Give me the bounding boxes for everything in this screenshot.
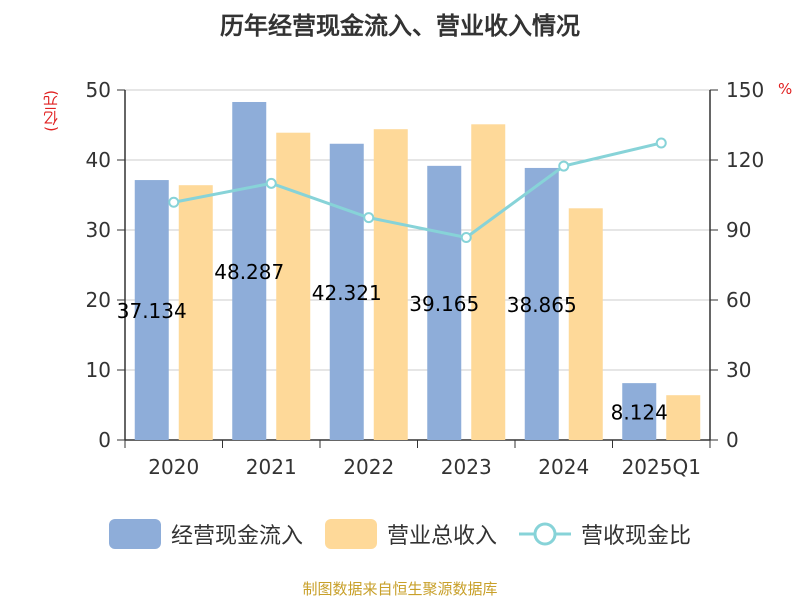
y2-tick-label: 60 <box>726 288 751 312</box>
y-tick-label: 20 <box>86 288 111 312</box>
data-label-cash-inflow: 37.134 <box>117 299 187 323</box>
chart-title: 历年经营现金流入、营业收入情况 <box>220 12 580 40</box>
bar-cash-inflow <box>427 165 462 440</box>
source-note: 制图数据来自恒生聚源数据库 <box>302 580 498 598</box>
y-tick-label: 50 <box>86 78 111 102</box>
ratio-point <box>655 137 667 149</box>
legend-swatch-revenue <box>324 519 377 549</box>
data-label-cash-inflow: 48.287 <box>214 260 284 284</box>
y-tick-label: 40 <box>86 148 111 172</box>
ratio-point <box>265 177 277 189</box>
bar-cash-inflow <box>134 180 169 440</box>
legend-item-cash-inflow[interactable]: 经营现金流入 <box>108 518 303 550</box>
legend-line-ratio-icon <box>519 522 571 546</box>
x-tick-label: 2020 <box>148 455 199 479</box>
bar-cash-inflow <box>622 383 657 440</box>
bar-revenue <box>471 124 506 441</box>
y2-tick-label: 90 <box>726 218 751 242</box>
y2-tick-label: 30 <box>726 358 751 382</box>
x-tick-label: 2025Q1 <box>622 455 701 479</box>
y2-tick-label: 0 <box>726 428 739 452</box>
ratio-point <box>168 196 180 208</box>
legend-item-revenue[interactable]: 营业总收入 <box>324 518 497 550</box>
legend-label-revenue: 营业总收入 <box>386 524 497 549</box>
ratio-point <box>363 212 375 224</box>
ratio-line <box>173 141 662 240</box>
data-label-cash-inflow: 38.865 <box>507 293 577 317</box>
y-tick-label: 0 <box>98 428 111 452</box>
legend: 经营现金流入 营业总收入 营收现金比 <box>0 518 800 550</box>
bar-cash-inflow <box>524 167 559 440</box>
bar-cash-inflow <box>232 101 267 440</box>
chart-canvas: 0 10 20 30 40 50 0 30 60 90 120 150 2020 2021 2022 2023… <box>86 78 765 479</box>
legend-item-ratio[interactable]: 营收现金比 <box>519 518 691 550</box>
y-tick-label: 10 <box>86 358 111 382</box>
x-tick-label: 2024 <box>538 455 589 479</box>
bar-revenue <box>178 185 213 440</box>
bar-revenue <box>666 395 701 440</box>
bar-revenue <box>276 132 311 440</box>
bar-revenue <box>568 208 603 440</box>
bar-revenue <box>373 129 408 440</box>
ratio-point <box>558 160 570 172</box>
legend-swatch-cash-inflow <box>108 519 161 549</box>
y-tick-label: 30 <box>86 218 111 242</box>
x-tick-label: 2022 <box>343 455 394 479</box>
x-tick-label: 2021 <box>246 455 297 479</box>
x-tick-label: 2023 <box>441 455 492 479</box>
legend-label-ratio: 营收现金比 <box>581 524 692 549</box>
legend-label-cash-inflow: 经营现金流入 <box>170 524 303 549</box>
y2-tick-label: 150 <box>726 78 764 102</box>
ratio-point <box>460 231 472 243</box>
right-axis-unit: % <box>778 80 793 98</box>
data-label-cash-inflow: 39.165 <box>409 292 479 316</box>
bar-cash-inflow <box>329 143 364 441</box>
data-label-cash-inflow: 8.124 <box>611 401 668 425</box>
y2-tick-label: 120 <box>726 148 764 172</box>
data-label-cash-inflow: 42.321 <box>312 281 382 305</box>
